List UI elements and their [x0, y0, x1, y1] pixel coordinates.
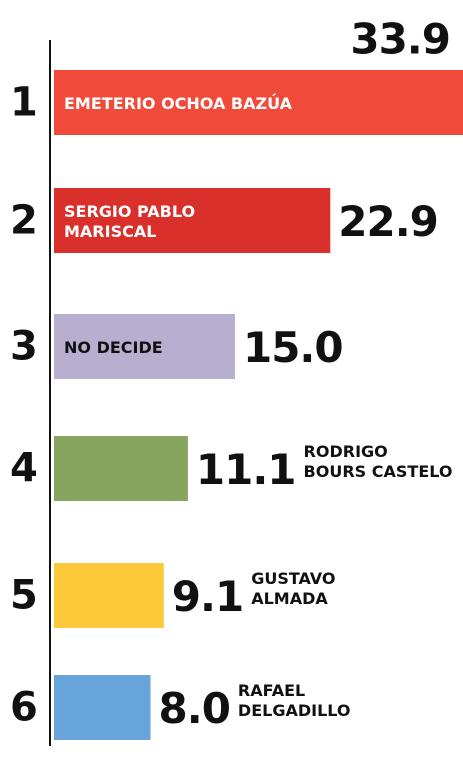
- rank-label: 3: [10, 324, 38, 370]
- bar-label: DELGADILLO: [238, 701, 351, 720]
- bar: [54, 314, 235, 379]
- bar: [54, 188, 331, 253]
- bar-label: ALMADA: [251, 589, 328, 608]
- rank-label: 2: [10, 198, 38, 244]
- bar: [54, 675, 151, 740]
- bar-label: RAFAEL: [238, 681, 305, 700]
- value-label: 15.0: [243, 323, 343, 372]
- rank-label: 4: [10, 446, 38, 492]
- rank-label: 5: [10, 573, 38, 619]
- bar-label: RODRIGO: [304, 442, 388, 461]
- value-label: 8.0: [159, 684, 230, 733]
- bar: [54, 70, 463, 135]
- value-label: 33.9: [350, 15, 450, 64]
- bar-label: NO DECIDE: [64, 338, 163, 357]
- value-label: 22.9: [338, 197, 438, 246]
- rank-label: 1: [10, 80, 38, 126]
- bar-label: MARISCAL: [64, 222, 156, 241]
- bar: [54, 436, 188, 501]
- bar-label: SERGIO PABLO: [64, 202, 195, 221]
- bar-label: BOURS CASTELO: [304, 462, 453, 481]
- rank-label: 6: [10, 685, 38, 731]
- bar: [54, 563, 164, 628]
- value-label: 9.1: [172, 572, 243, 621]
- bar-label: EMETERIO OCHOA BAZÚA: [64, 94, 293, 113]
- value-label: 11.1: [196, 445, 296, 494]
- bar-label: GUSTAVO: [251, 569, 335, 588]
